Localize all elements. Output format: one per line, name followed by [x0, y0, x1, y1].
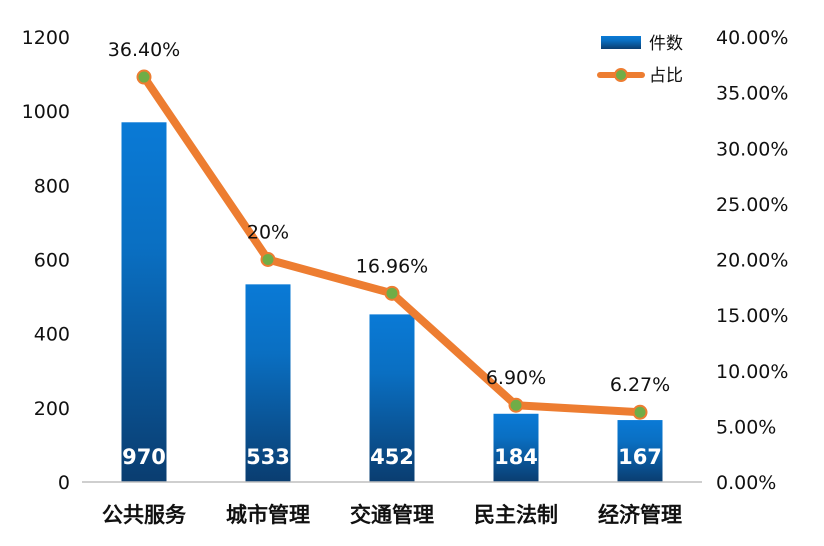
bar-value-label: 970	[122, 445, 166, 469]
left-axis: 0 200 400 600 800 1000 1200	[22, 27, 70, 494]
category-label: 交通管理	[350, 503, 434, 527]
bar-series: 970 533 452 184 167	[121, 122, 663, 483]
category-label: 民主法制	[474, 503, 558, 527]
right-tick-label: 0.00%	[716, 472, 776, 494]
bar-value-label: 167	[618, 445, 662, 469]
legend-line-label: 占比	[649, 66, 683, 86]
right-tick-label: 20.00%	[716, 250, 788, 272]
left-tick-label: 400	[34, 324, 70, 346]
line-series: 36.40% 20% 16.96% 6.90% 6.27%	[108, 39, 670, 420]
right-tick-label: 5.00%	[716, 416, 776, 438]
bar	[369, 314, 415, 482]
legend-line-marker	[614, 68, 628, 82]
right-tick-label: 35.00%	[716, 83, 788, 105]
line-value-label: 16.96%	[356, 255, 428, 277]
line-value-label: 20%	[247, 222, 289, 244]
category-label: 城市管理	[226, 503, 310, 527]
bar-value-label: 533	[246, 445, 290, 469]
line-point	[260, 252, 276, 267]
bar	[245, 284, 291, 482]
bar-value-label: 184	[494, 445, 538, 469]
category-axis: 公共服务 城市管理 交通管理 民主法制 经济管理	[102, 503, 682, 527]
line-value-label: 36.40%	[108, 39, 180, 61]
right-tick-label: 15.00%	[716, 305, 788, 327]
left-tick-label: 1000	[22, 101, 70, 123]
right-tick-label: 30.00%	[716, 138, 788, 160]
right-axis: 0.00% 5.00% 10.00% 15.00% 20.00% 25.00% 30.00%…	[716, 27, 788, 494]
line-value-label: 6.27%	[610, 374, 670, 396]
category-label: 公共服务	[102, 503, 187, 527]
legend-bar-swatch	[601, 36, 641, 49]
line-point	[384, 285, 400, 301]
line-point	[508, 397, 524, 413]
line-point	[632, 404, 648, 420]
left-tick-label: 600	[34, 250, 70, 272]
bar	[121, 122, 167, 483]
left-tick-label: 200	[34, 398, 70, 420]
right-tick-label: 10.00%	[716, 361, 788, 383]
left-tick-label: 1200	[22, 27, 70, 49]
right-tick-label: 25.00%	[716, 194, 788, 216]
bar-value-label: 452	[370, 445, 414, 469]
bar	[493, 413, 539, 482]
category-label: 经济管理	[598, 503, 682, 527]
right-tick-label: 40.00%	[716, 27, 788, 49]
left-tick-label: 0	[58, 472, 70, 494]
legend-bar-label: 件数	[649, 34, 683, 54]
line-value-label: 6.90%	[486, 367, 546, 389]
left-tick-label: 800	[34, 175, 70, 197]
bar	[617, 420, 663, 482]
line-point	[136, 69, 152, 85]
